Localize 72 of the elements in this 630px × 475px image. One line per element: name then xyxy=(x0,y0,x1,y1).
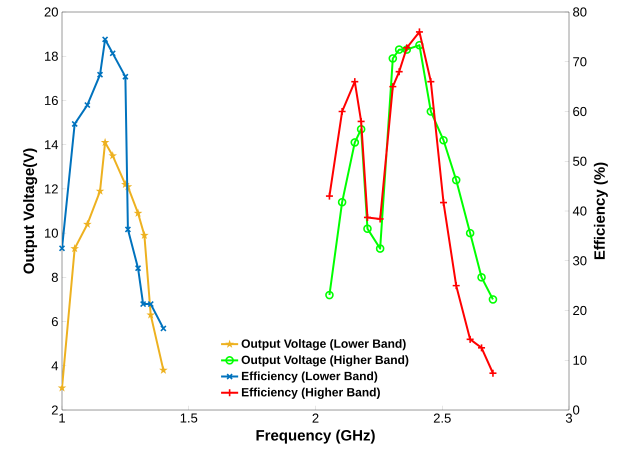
y-tick-label: 6 xyxy=(52,316,58,326)
y-tick-label: 12 xyxy=(44,184,58,194)
point xyxy=(134,264,142,272)
y2-tick-label: 10 xyxy=(574,356,586,365)
y-tick-label: 20 xyxy=(44,7,58,17)
point xyxy=(122,73,129,80)
point xyxy=(84,102,91,108)
point xyxy=(356,124,366,134)
point xyxy=(350,138,360,147)
y-axis-title: Output Voltage(V) xyxy=(23,148,38,274)
point xyxy=(388,82,398,91)
point xyxy=(134,208,142,217)
point xyxy=(338,107,346,116)
y-tick-label: 2 xyxy=(52,405,58,415)
legend-label: Output Voltage (Higher Band) xyxy=(242,355,408,366)
point xyxy=(338,198,346,206)
point xyxy=(415,28,424,36)
y2-axis-title: Efficiency (%) xyxy=(594,162,608,260)
point xyxy=(140,230,149,240)
point xyxy=(124,226,132,233)
y-tick-label: 4 xyxy=(52,361,58,370)
point xyxy=(426,77,436,86)
y2-tick-label: 20 xyxy=(573,306,586,316)
point xyxy=(356,117,366,126)
y-tick-label: 14 xyxy=(44,140,58,150)
x-tick-label: 1.5 xyxy=(180,414,198,423)
y-tick-label: 10 xyxy=(44,228,58,238)
point xyxy=(452,281,460,290)
y2-tick-label: 40 xyxy=(572,206,586,216)
y-tick-label: 16 xyxy=(44,96,58,106)
legend-label: Efficiency (Higher Band) xyxy=(242,388,380,399)
y2-tick-label: 60 xyxy=(573,106,586,116)
point xyxy=(71,120,78,128)
point xyxy=(477,344,486,352)
point xyxy=(109,50,116,57)
y-tick-label: 8 xyxy=(52,272,58,282)
point xyxy=(376,244,384,253)
y2-tick-label: 50 xyxy=(573,156,586,166)
point xyxy=(477,273,486,282)
x-axis-title: Frequency (GHz) xyxy=(256,430,375,444)
y-tick-label: 18 xyxy=(44,52,58,61)
x-tick-label: 3 xyxy=(566,414,572,423)
legend-label: Output Voltage (Lower Band) xyxy=(242,339,406,350)
point xyxy=(363,213,372,222)
point xyxy=(466,228,474,238)
point xyxy=(376,214,384,224)
point xyxy=(439,198,448,207)
point xyxy=(466,335,474,344)
point xyxy=(70,244,80,252)
point xyxy=(394,45,404,54)
point xyxy=(83,220,92,228)
point xyxy=(363,224,372,233)
point xyxy=(350,77,360,86)
x-tick-label: 2 xyxy=(312,414,318,423)
point xyxy=(415,40,424,50)
point xyxy=(100,138,110,146)
y2-tick-label: 0 xyxy=(573,405,580,415)
x-tick-label: 2.5 xyxy=(434,414,451,423)
point xyxy=(394,67,404,76)
point xyxy=(452,176,460,184)
y2-tick-label: 70 xyxy=(573,57,586,66)
x-tick-label: 1 xyxy=(59,414,65,422)
point xyxy=(439,136,448,145)
point xyxy=(102,36,108,43)
point xyxy=(108,151,118,160)
point xyxy=(388,54,398,63)
y2-tick-label: 30 xyxy=(573,256,586,266)
point xyxy=(159,366,168,374)
point xyxy=(96,71,104,78)
legend-label: Efficiency (Lower Band) xyxy=(242,371,378,383)
y2-tick-label: 80 xyxy=(573,7,586,17)
point xyxy=(58,383,66,392)
